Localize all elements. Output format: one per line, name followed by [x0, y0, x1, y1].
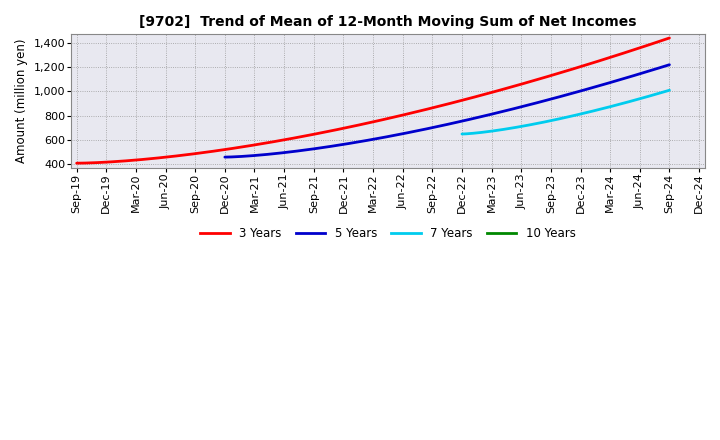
Y-axis label: Amount (million yen): Amount (million yen)	[15, 39, 28, 163]
Title: [9702]  Trend of Mean of 12-Month Moving Sum of Net Incomes: [9702] Trend of Mean of 12-Month Moving …	[139, 15, 636, 29]
Legend: 3 Years, 5 Years, 7 Years, 10 Years: 3 Years, 5 Years, 7 Years, 10 Years	[195, 223, 580, 245]
